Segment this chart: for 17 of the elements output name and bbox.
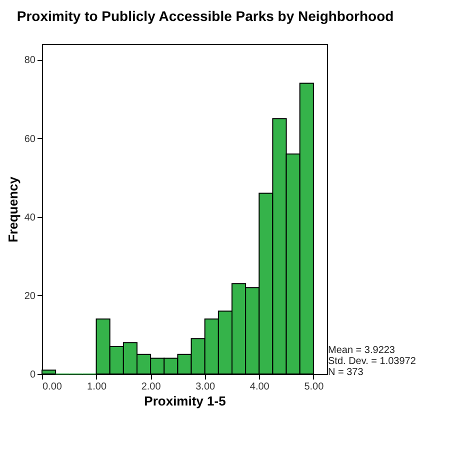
x-tick-label: 2.00	[141, 382, 162, 392]
text: N = 373	[328, 367, 364, 378]
x-axis-title: Proximity 1-5	[144, 394, 226, 408]
chart-title: Proximity to Publicly Accessible Parks by Neighborhood	[16, 8, 394, 24]
x-tick-label: 5.00	[304, 382, 324, 392]
y-tick-label: 0	[30, 370, 36, 380]
x-tick-label: 0.00	[42, 382, 62, 392]
y-tick-label: 80	[24, 55, 36, 66]
x-tick-label: 3.00	[196, 382, 216, 392]
y-tick-label: 60	[24, 134, 36, 145]
y-axis-title: Frequency	[5, 176, 20, 242]
x-tick-label: 4.00	[250, 382, 270, 392]
text: Mean = 3.9223	[328, 345, 396, 356]
x-tick-label: 1.00	[87, 382, 107, 392]
y-tick-label: 20	[24, 290, 36, 302]
y-tick-label: 40	[24, 212, 36, 224]
text: Std. Dev. = 1.03972	[328, 356, 416, 367]
